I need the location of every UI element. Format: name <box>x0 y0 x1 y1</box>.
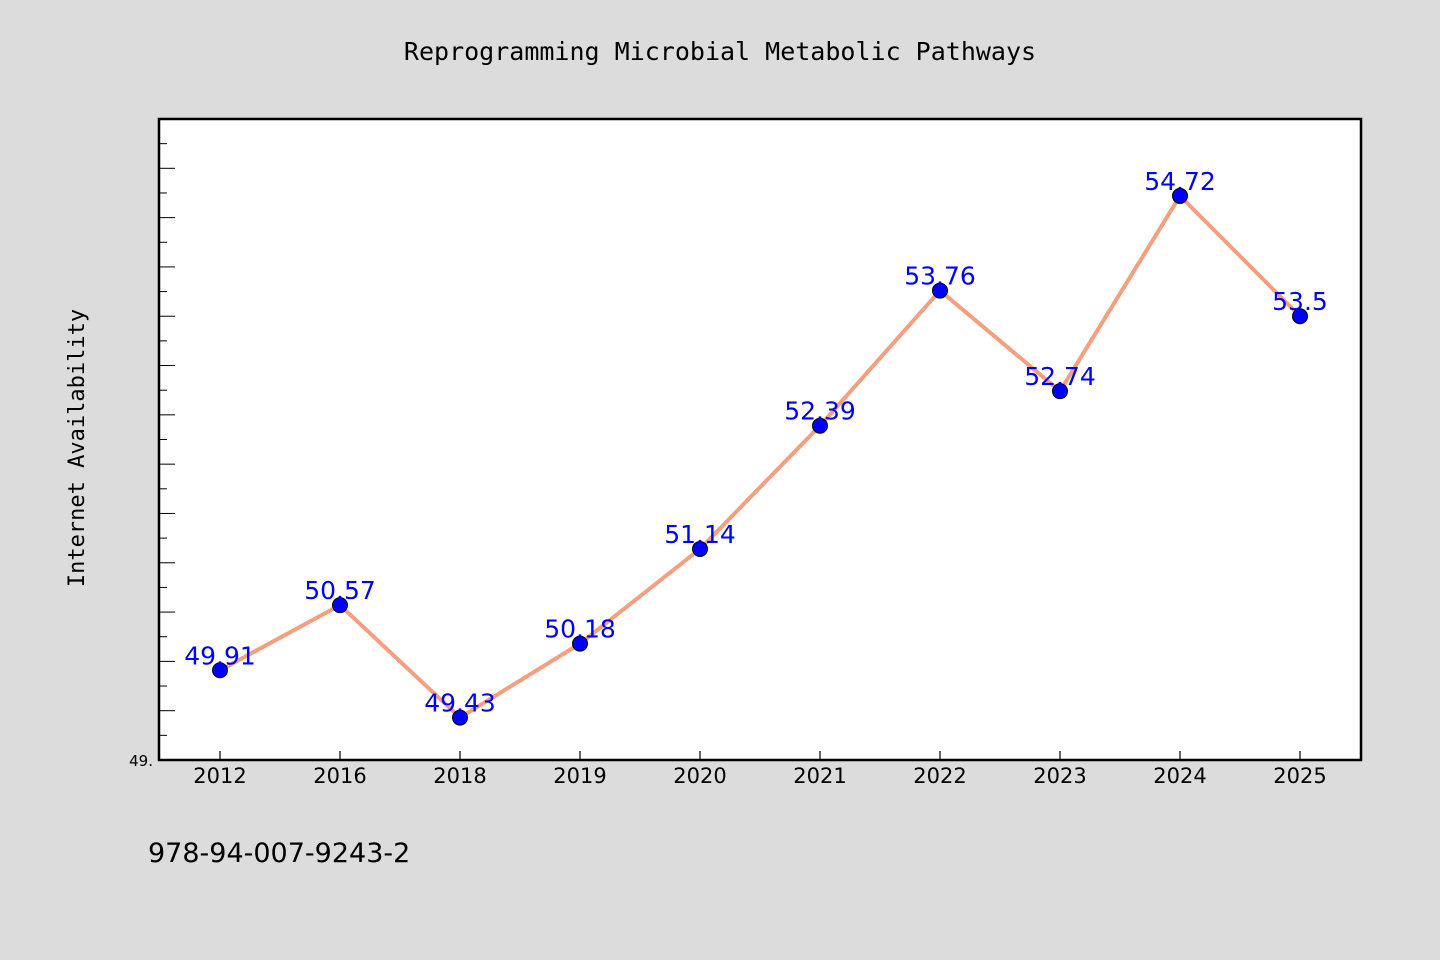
data-label: 53.5 <box>1272 287 1328 316</box>
data-point <box>812 417 828 434</box>
data-label: 53.76 <box>904 262 976 291</box>
data-label: 50.18 <box>544 615 616 644</box>
x-tick-label: 2022 <box>913 764 966 788</box>
y-axis-ticks <box>159 143 175 761</box>
data-point <box>572 635 588 652</box>
series-line-group <box>219 193 1302 720</box>
data-point <box>452 709 468 726</box>
data-point <box>692 540 708 557</box>
x-tick-label: 2019 <box>553 764 606 788</box>
data-label: 54.72 <box>1144 167 1216 196</box>
series-line <box>219 193 1302 720</box>
x-tick-label: 2021 <box>793 764 846 788</box>
chart-title: Reprogramming Microbial Metabolic Pathwa… <box>404 37 1036 66</box>
data-point <box>332 597 348 614</box>
x-tick-label: 2012 <box>193 764 246 788</box>
isbn-label: 978-94-007-9243-2 <box>148 838 410 869</box>
x-axis-ticks: 2012 2016 2018 2019 2020 2021 2022 2023 2024 2025 <box>193 751 1327 788</box>
x-tick-label: 2016 <box>313 764 366 788</box>
data-label: 50.57 <box>304 576 376 605</box>
x-tick-label: 2024 <box>1153 764 1206 788</box>
data-point <box>212 662 228 679</box>
data-label: 49.43 <box>424 689 496 718</box>
x-tick-label: 2020 <box>673 764 726 788</box>
y-tick-label: 49. <box>129 752 153 770</box>
x-tick-label: 2018 <box>433 764 486 788</box>
data-point <box>1052 383 1068 400</box>
data-point <box>1172 187 1188 204</box>
data-label: 52.39 <box>784 397 856 426</box>
x-tick-label: 2025 <box>1273 764 1326 788</box>
data-label: 49.91 <box>184 641 256 670</box>
data-label: 52.74 <box>1024 362 1096 391</box>
x-tick-label: 2023 <box>1033 764 1086 788</box>
y-axis-label: Internet Availability <box>65 309 90 587</box>
data-label: 51.14 <box>664 520 736 549</box>
data-labels: 49.91 50.57 49.43 50.18 51.14 52.39 53.76 52.74… <box>184 167 1328 718</box>
data-point <box>1292 308 1308 325</box>
data-point <box>932 282 948 299</box>
plot-area <box>157 117 1363 762</box>
data-points <box>212 187 1308 726</box>
